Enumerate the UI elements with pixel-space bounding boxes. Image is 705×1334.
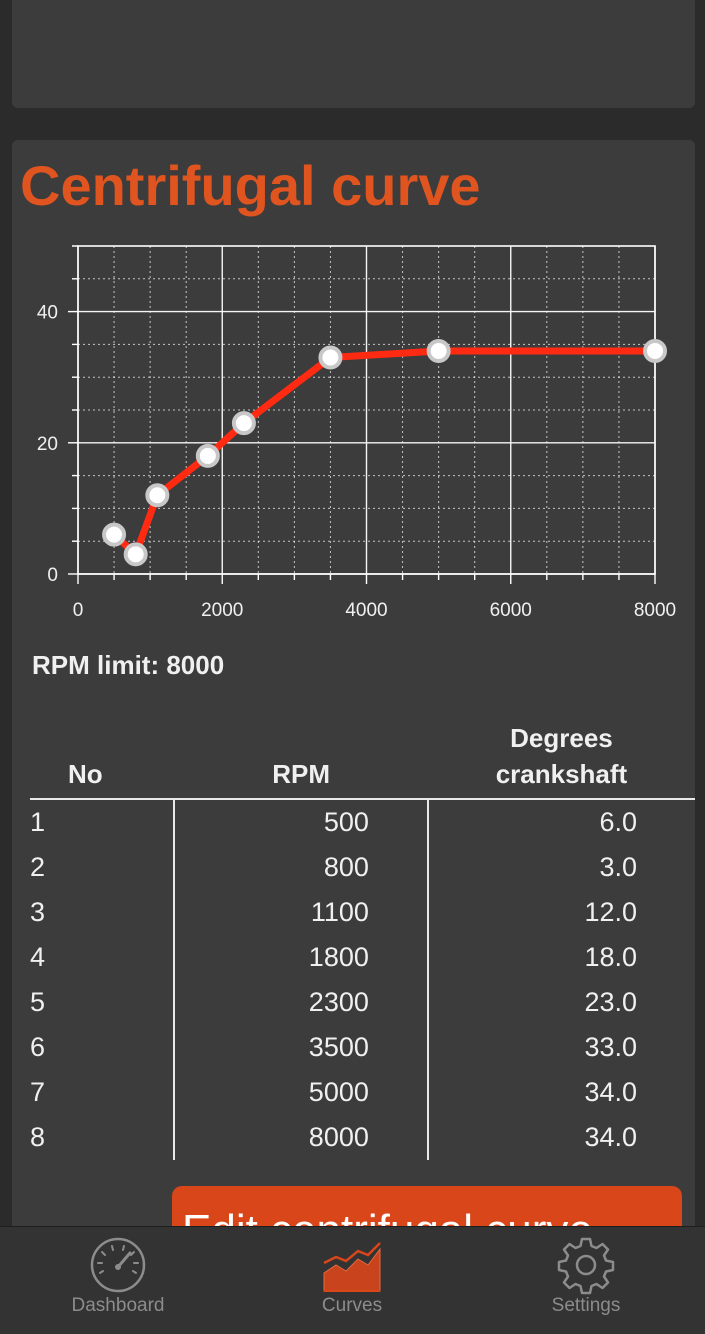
x-tick-label: 4000 [345,600,387,621]
tab-dashboard[interactable]: Dashboard [18,1227,218,1334]
table-row: 1 500 6.0 [30,799,695,845]
tab-bar: Dashboard Curves Settings [0,1226,705,1334]
row-degrees-cell: 12.0 [584,897,637,927]
y-tick-label: 20 [37,434,58,455]
row-no-cell: 2 [30,845,176,890]
row-degrees-cell: 3.0 [599,852,637,882]
row-no-cell: 5 [30,980,176,1025]
header-degrees-line1: Degrees [510,723,613,753]
row-degrees-cell: 34.0 [584,1077,637,1107]
row-rpm-cell: 1800 [174,935,429,980]
table-row: 3 1100 12.0 [30,890,695,935]
tab-settings-label: Settings [551,1295,621,1316]
table-body: 1 500 6.0 2 800 3.0 3 1100 12.0 4 1800 18.0 5 2300 23.… [30,799,695,1160]
x-tick-label: 0 [73,600,84,621]
row-rpm-cell: 5000 [174,1070,429,1115]
row-rpm-cell: 2300 [174,980,429,1025]
x-tick-label: 8000 [634,600,676,621]
chart-series [110,347,659,558]
row-rpm-cell: 3500 [174,1025,429,1070]
gear-icon [557,1237,615,1295]
table-row: 2 800 3.0 [30,845,695,890]
data-point [102,522,127,547]
rpm-limit-label: RPM limit: 8000 [32,650,225,680]
table-row: 5 2300 23.0 [30,980,695,1025]
tab-curves-label: Curves [321,1295,383,1316]
centrifugal-chart[interactable]: 0 2000 4000 6000 8000 0 20 40 [12,140,695,630]
data-point [145,483,170,508]
row-degrees-cell: 6.0 [599,807,637,837]
row-rpm-cell: 800 [174,845,429,890]
data-point [123,542,148,567]
table-row: 7 5000 34.0 [30,1070,695,1115]
chart-tick-labels: 0 2000 4000 6000 8000 0 20 40 [37,303,676,621]
row-degrees-cell: 33.0 [584,1032,637,1062]
row-no-cell: 7 [30,1070,176,1115]
table-header-row: No RPM Degrees crankshaft [30,720,695,800]
series-line [110,347,659,558]
header-no: No [30,720,175,800]
table-row: 6 3500 33.0 [30,1025,695,1070]
card-title: Centrifugal curve [20,154,481,217]
data-point [195,443,220,468]
row-degrees-cell: 18.0 [584,942,637,972]
row-degrees-cell: 34.0 [584,1122,637,1152]
table-row: 8 8000 34.0 [30,1115,695,1160]
row-no-cell: 8 [30,1115,176,1160]
chart-axes [68,245,656,584]
table-row: 4 1800 18.0 [30,935,695,980]
speedometer-icon [90,1237,146,1293]
row-no-cell: 4 [30,935,176,980]
curve-chart-icon [323,1242,381,1292]
chart-points [102,338,667,567]
tab-curves[interactable]: Curves [252,1227,452,1334]
y-tick-label: 0 [47,565,58,586]
curve-table: No RPM Degrees crankshaft 1 500 6.0 2 800 3.0… [30,720,695,1160]
previous-card [12,0,695,108]
tab-dashboard-label: Dashboard [71,1295,165,1316]
centrifugal-curve-card: Centrifugal curve 0 2000 4000 6000 8000 0 20 40… [12,140,695,1233]
row-rpm-cell: 8000 [174,1115,429,1160]
data-point [318,345,343,370]
tab-settings[interactable]: Settings [486,1227,686,1334]
data-point [231,411,256,436]
header-rpm: RPM [174,720,428,800]
header-degrees: Degrees crankshaft [427,720,695,800]
row-no-cell: 6 [30,1025,176,1070]
x-tick-label: 2000 [201,600,243,621]
header-degrees-line2: crankshaft [495,759,628,789]
row-no-cell: 3 [30,890,176,935]
row-no-cell: 1 [30,799,176,845]
data-point [426,338,451,363]
x-tick-label: 6000 [490,600,532,621]
row-rpm-cell: 1100 [174,890,429,935]
y-tick-label: 40 [37,303,58,324]
data-point [643,338,667,363]
chart-grid-minor [78,245,655,574]
row-degrees-cell: 23.0 [584,987,637,1017]
row-rpm-cell: 500 [174,799,429,845]
